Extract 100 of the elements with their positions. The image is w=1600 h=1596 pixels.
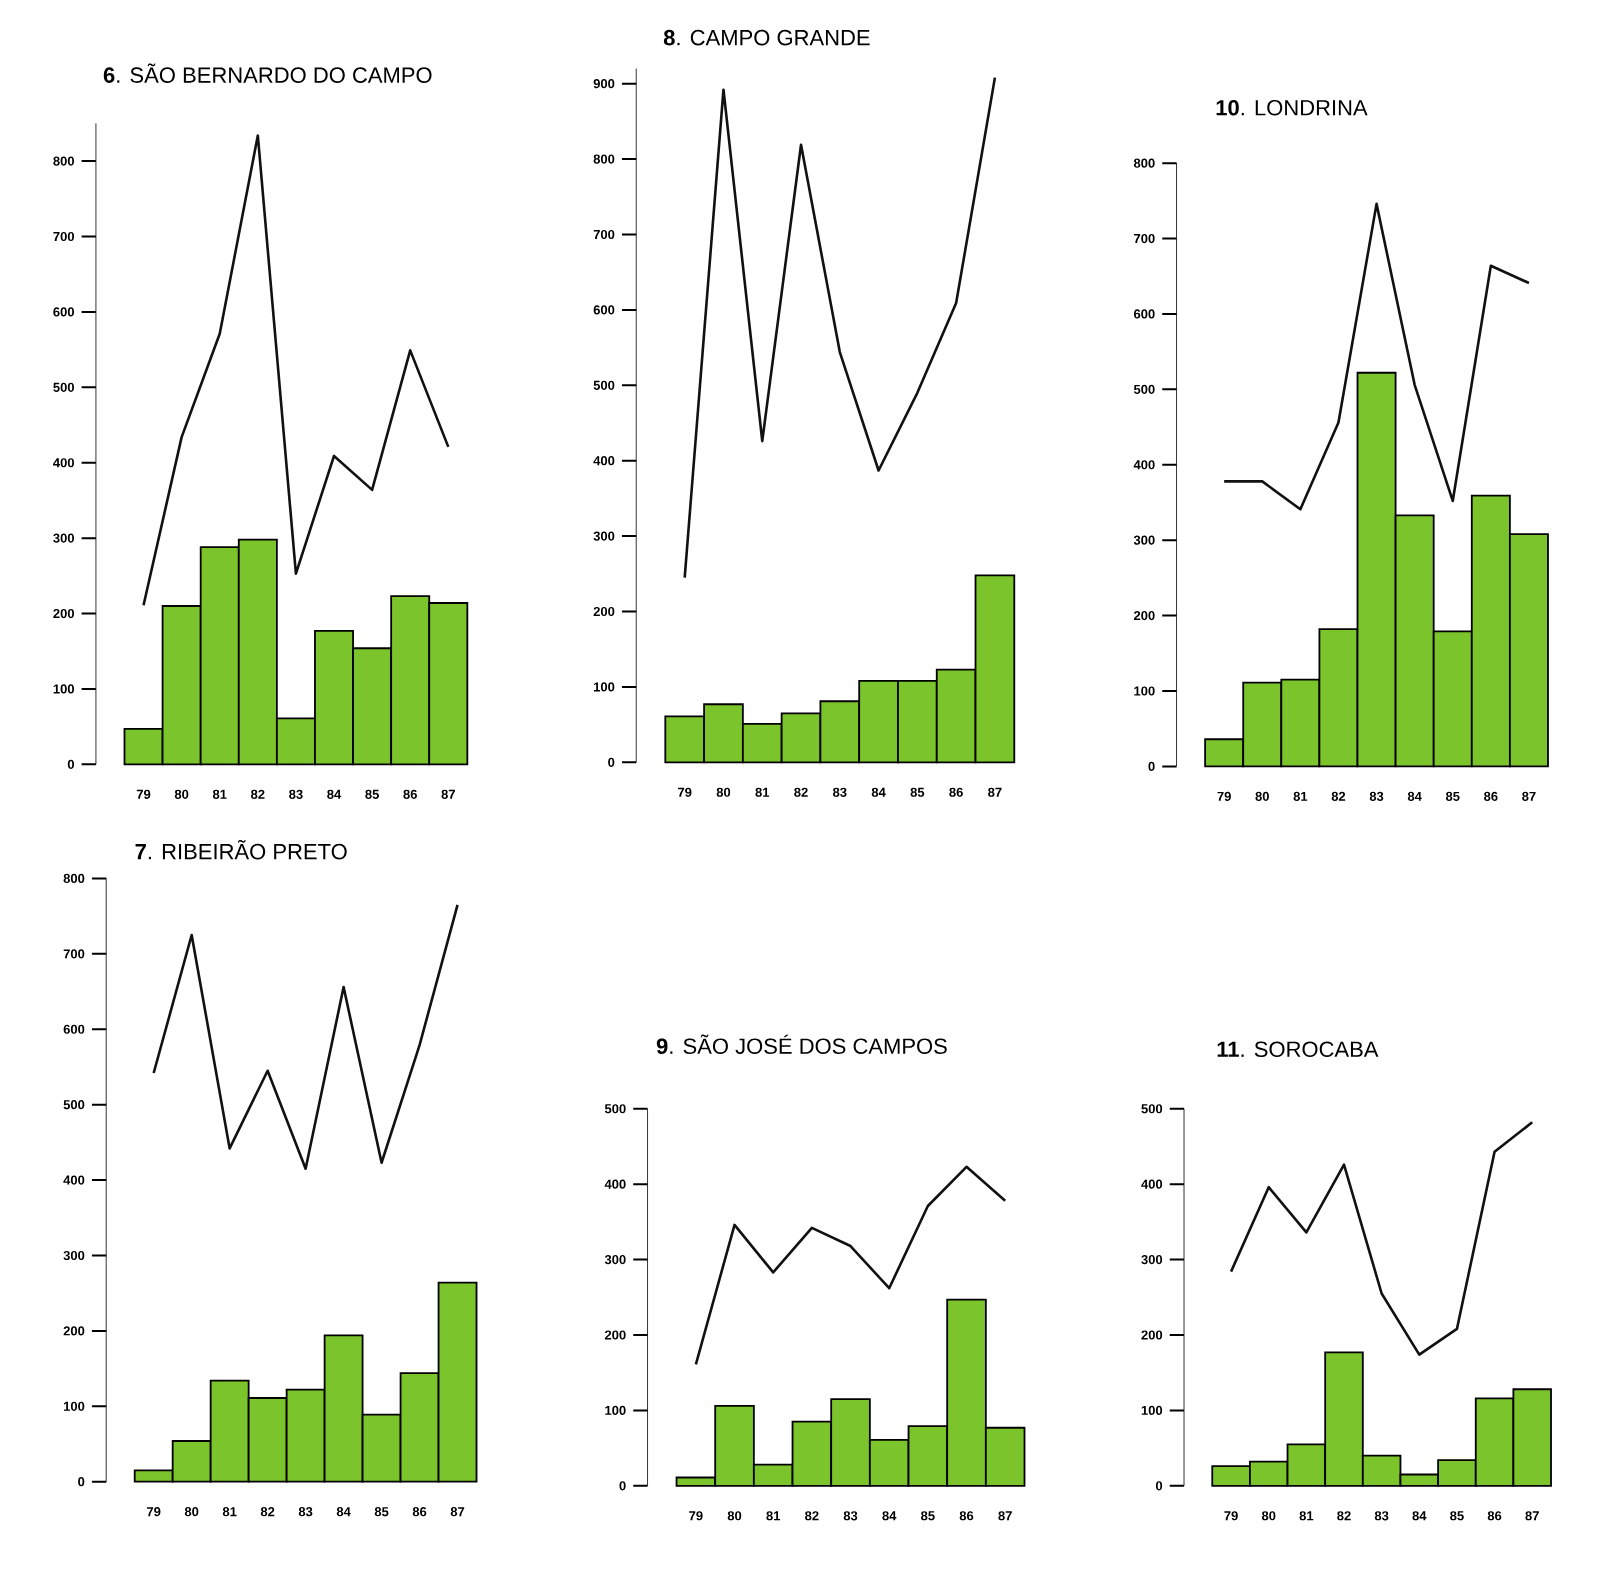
y-tick-label: 400 xyxy=(53,458,75,468)
x-tick-label: 82 xyxy=(1337,1511,1351,1521)
x-tick-label: 82 xyxy=(805,1511,819,1521)
x-tick-label: 81 xyxy=(1293,791,1308,801)
x-tick-label: 83 xyxy=(1374,1511,1389,1521)
x-tick-label: 81 xyxy=(212,789,227,799)
y-tick-label: 400 xyxy=(1133,460,1155,470)
y-tick-label: 700 xyxy=(63,949,85,959)
line-series xyxy=(1222,202,1531,511)
y-tick-label: 500 xyxy=(1133,384,1155,394)
x-tick-label: 86 xyxy=(1487,1511,1502,1521)
x-tick-label: 83 xyxy=(832,787,847,797)
x-tick-label: 82 xyxy=(1331,791,1346,801)
y-tick-label: 100 xyxy=(594,682,615,692)
y-tick-label: 100 xyxy=(53,684,75,694)
chart-title: 7. RIBEIRÃO PRETO xyxy=(135,839,347,860)
y-tick-label: 0 xyxy=(608,757,615,767)
y-tick-label: 600 xyxy=(1133,309,1155,319)
y-tick-label: 200 xyxy=(1133,610,1155,621)
x-tick-label: 85 xyxy=(910,787,925,797)
x-tick-label: 79 xyxy=(1224,1511,1238,1521)
x-tick-label: 85 xyxy=(1445,791,1460,801)
x-tick-label: 83 xyxy=(1369,791,1384,801)
y-tick-label: 0 xyxy=(67,759,75,769)
x-tick-label: 84 xyxy=(871,787,886,797)
x-tick-label: 81 xyxy=(755,787,770,797)
y-tick-label: 200 xyxy=(53,608,75,619)
y-tick-label: 0 xyxy=(619,1481,626,1491)
x-tick-label: 87 xyxy=(450,1507,465,1517)
x-tick-label: 80 xyxy=(1255,791,1269,801)
y-tick-label: 800 xyxy=(593,154,615,164)
y-tick-label: 800 xyxy=(63,873,85,884)
x-tick-label: 80 xyxy=(716,787,731,797)
y-tick-label: 500 xyxy=(1141,1104,1163,1114)
x-tick-label: 81 xyxy=(1299,1511,1314,1521)
chart-title: 8. CAMPO GRANDE xyxy=(663,29,870,46)
y-tick-label: 600 xyxy=(63,1024,85,1034)
x-tick-label: 80 xyxy=(184,1507,199,1517)
chart-title: 9. SÃO JOSÉ DOS CAMPOS xyxy=(656,1034,947,1054)
y-tick-label: 700 xyxy=(1134,233,1155,244)
x-tick-label: 79 xyxy=(689,1511,703,1521)
x-tick-label: 81 xyxy=(766,1511,781,1521)
y-tick-label: 600 xyxy=(53,307,75,317)
y-tick-label: 200 xyxy=(604,1330,626,1340)
line-series xyxy=(1229,1121,1534,1356)
y-tick-label: 400 xyxy=(63,1175,85,1185)
x-tick-label: 85 xyxy=(365,789,379,799)
x-tick-label: 85 xyxy=(374,1507,389,1517)
y-tick-label: 0 xyxy=(78,1477,85,1487)
y-tick-label: 600 xyxy=(593,305,615,315)
x-tick-label: 84 xyxy=(327,789,342,799)
line-series xyxy=(142,134,450,607)
x-tick-label: 86 xyxy=(1484,791,1498,801)
y-tick-label: 100 xyxy=(605,1405,626,1415)
y-tick-label: 400 xyxy=(593,456,615,466)
y-tick-label: 300 xyxy=(53,533,75,543)
x-tick-label: 87 xyxy=(998,1511,1012,1521)
x-tick-label: 79 xyxy=(136,789,151,799)
y-tick-label: 100 xyxy=(1141,1405,1163,1415)
y-tick-label: 700 xyxy=(593,229,615,240)
y-tick-label: 300 xyxy=(604,1254,626,1265)
x-tick-label: 82 xyxy=(251,789,265,799)
chart-title: 10. LONDRINA xyxy=(1216,99,1368,116)
y-tick-label: 700 xyxy=(53,231,75,242)
x-tick-label: 83 xyxy=(289,789,303,799)
y-tick-label: 0 xyxy=(1148,761,1155,771)
x-tick-label: 85 xyxy=(921,1511,935,1521)
y-tick-label: 100 xyxy=(63,1401,85,1411)
y-tick-label: 300 xyxy=(1133,535,1155,545)
line-series xyxy=(694,1165,1007,1366)
chart-title: 6. SÃO BERNARDO DO CAMPO xyxy=(103,63,432,83)
y-tick-label: 500 xyxy=(593,380,615,390)
x-tick-label: 87 xyxy=(988,787,1002,797)
y-tick-label: 200 xyxy=(63,1326,85,1336)
y-tick-label: 300 xyxy=(63,1250,85,1261)
y-tick-label: 300 xyxy=(593,531,615,541)
x-tick-label: 84 xyxy=(336,1507,351,1517)
x-tick-label: 80 xyxy=(727,1511,742,1521)
y-tick-label: 800 xyxy=(1133,158,1155,168)
y-tick-label: 0 xyxy=(1155,1481,1163,1491)
x-tick-label: 79 xyxy=(147,1507,161,1517)
x-tick-label: 84 xyxy=(1412,1511,1427,1521)
x-tick-label: 79 xyxy=(678,787,692,797)
y-tick-label: 300 xyxy=(1141,1254,1163,1265)
x-tick-label: 84 xyxy=(882,1511,897,1521)
line-series xyxy=(683,76,997,579)
y-tick-label: 200 xyxy=(593,606,615,617)
y-tick-label: 900 xyxy=(593,79,615,89)
x-tick-label: 87 xyxy=(1525,1511,1539,1521)
x-tick-label: 79 xyxy=(1217,791,1231,801)
x-tick-label: 83 xyxy=(843,1511,858,1521)
chart-title: 11. SOROCABA xyxy=(1217,1041,1379,1058)
x-tick-label: 84 xyxy=(1407,791,1422,801)
x-tick-label: 87 xyxy=(441,789,455,799)
x-tick-label: 83 xyxy=(298,1507,313,1517)
y-tick-label: 500 xyxy=(604,1104,626,1114)
x-tick-label: 86 xyxy=(949,787,963,797)
y-tick-label: 800 xyxy=(53,156,75,166)
x-tick-label: 82 xyxy=(260,1507,275,1517)
y-tick-label: 200 xyxy=(1141,1330,1163,1340)
